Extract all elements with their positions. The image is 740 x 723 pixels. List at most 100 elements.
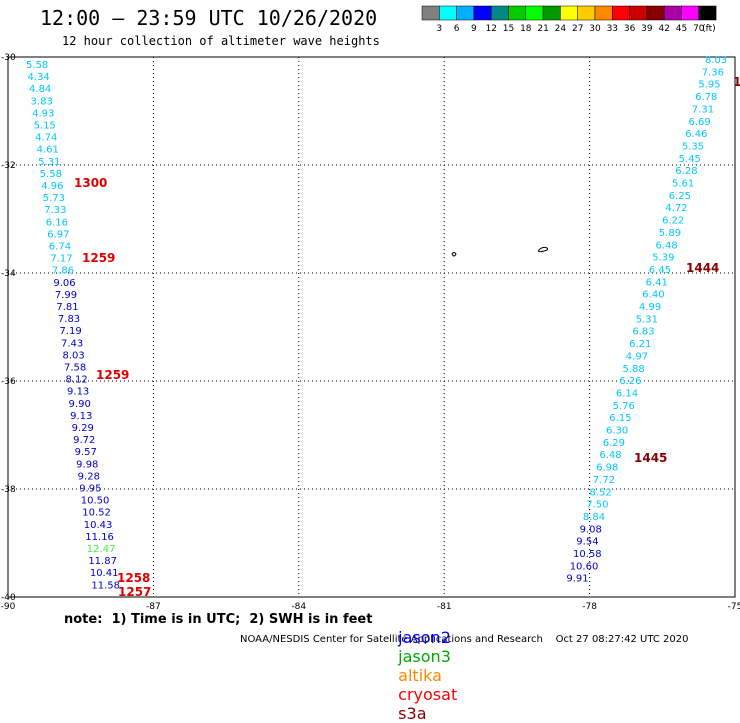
wave-height-point: 6.41 xyxy=(646,277,668,288)
wave-height-point: 7.50 xyxy=(586,500,608,511)
wave-height-point: 5.58 xyxy=(26,60,48,71)
legend-label: 15 xyxy=(503,24,514,34)
legend-swatch xyxy=(525,5,544,21)
wave-height-point: 6.48 xyxy=(599,450,621,461)
credit-line: NOAA/NESDIS Center for Satellite Applica… xyxy=(240,634,689,645)
wave-height-point: 7.72 xyxy=(593,475,615,486)
x-tick-label: -78 xyxy=(582,602,597,612)
wave-height-point: 9.57 xyxy=(75,447,97,458)
legend-swatch xyxy=(594,5,613,21)
wave-height-point: 6.83 xyxy=(632,327,654,338)
wave-height-point: 6.78 xyxy=(695,92,717,103)
wave-height-point: 6.45 xyxy=(649,265,671,276)
wave-height-point: 8.03 xyxy=(705,55,727,66)
wave-height-point: 4.96 xyxy=(41,181,63,192)
legend-swatch xyxy=(421,5,440,21)
x-tick-label: -87 xyxy=(146,602,161,612)
wave-height-point: 10.43 xyxy=(84,520,113,531)
wave-height-point: 5.15 xyxy=(34,121,56,132)
y-tick-label: -40 xyxy=(1,593,16,603)
wave-height-point: 6.22 xyxy=(662,216,684,227)
legend-unit: (ft) xyxy=(702,24,716,34)
wave-height-point: 9.95 xyxy=(79,484,101,495)
wave-height-point: 6.30 xyxy=(606,426,628,437)
legend-label: 42 xyxy=(658,24,669,34)
satellite-s3a: s3a xyxy=(398,704,427,723)
wave-height-point: 6.48 xyxy=(656,240,678,251)
wave-height-point: 8.84 xyxy=(583,512,605,523)
wave-height-point: 9.72 xyxy=(73,435,95,446)
legend-label: 30 xyxy=(589,24,601,34)
legend-swatch xyxy=(681,5,700,21)
wave-height-point: 5.45 xyxy=(679,154,701,165)
wave-height-point: 4.84 xyxy=(29,84,51,95)
wave-height-point: 10.41 xyxy=(90,568,119,579)
plot-frame xyxy=(7,56,736,598)
chart-subtitle: 12 hour collection of altimeter wave hei… xyxy=(62,34,380,48)
page-title: 12:00 – 23:59 UTC 10/26/2020 xyxy=(40,6,378,30)
legend-swatch xyxy=(473,5,492,21)
legend-label: 36 xyxy=(624,24,636,34)
wave-height-point: 5.39 xyxy=(652,253,674,264)
x-tick-label: -75 xyxy=(728,602,740,612)
wave-height-point: 7.43 xyxy=(61,338,83,349)
wave-height-point: 7.99 xyxy=(55,290,77,301)
wave-height-point: 6.40 xyxy=(642,290,664,301)
time-label: 1259 xyxy=(96,368,129,382)
y-tick-label: -36 xyxy=(1,377,16,387)
time-label: 1300 xyxy=(74,176,107,190)
satellite-legend: jason2 jason3 altika cryosat s3a xyxy=(388,609,463,723)
wave-height-point: 5.31 xyxy=(636,314,658,325)
wave-height-point: 5.76 xyxy=(613,401,635,412)
wave-height-point: 8.12 xyxy=(66,375,88,386)
wave-height-point: 5.95 xyxy=(698,80,720,91)
wave-height-point: 6.74 xyxy=(49,242,71,253)
island-outline xyxy=(537,246,549,252)
wave-height-point: 5.88 xyxy=(623,364,645,375)
legend-swatch xyxy=(542,5,561,21)
wave-height-point: 6.29 xyxy=(603,438,625,449)
wave-height-point: 9.28 xyxy=(78,471,100,482)
time-label: 1257 xyxy=(118,585,151,599)
wave-height-point: 5.58 xyxy=(40,169,62,180)
y-tick-label: -38 xyxy=(1,485,16,495)
legend-swatch xyxy=(663,5,682,21)
legend-swatch xyxy=(508,5,527,21)
wave-height-point: 6.69 xyxy=(689,117,711,128)
legend-label: 39 xyxy=(641,24,653,34)
legend-swatch xyxy=(646,5,665,21)
wave-height-point: 9.98 xyxy=(76,459,98,470)
wave-height-point: 6.26 xyxy=(619,376,641,387)
wave-height-point: 7.36 xyxy=(702,67,724,78)
wave-height-point: 9.06 xyxy=(53,278,75,289)
wave-height-point: 6.16 xyxy=(46,217,68,228)
wave-height-point: 3.83 xyxy=(31,96,53,107)
wave-height-point: 4.99 xyxy=(639,302,661,313)
time-label: 1258 xyxy=(117,571,150,585)
legend-swatch xyxy=(629,5,648,21)
legend-swatch xyxy=(698,5,717,21)
wave-height-point: 9.08 xyxy=(580,524,602,535)
wave-height-point: 8.03 xyxy=(62,350,84,361)
satellite-altika: altika xyxy=(398,666,442,685)
wave-height-point: 10.58 xyxy=(573,549,602,560)
legend-label: 12 xyxy=(485,24,496,34)
x-tick-label: -81 xyxy=(437,602,452,612)
legend-swatch xyxy=(490,5,509,21)
wave-height-point: 4.34 xyxy=(28,72,50,83)
wave-height-point: 10.50 xyxy=(81,496,110,507)
wave-height-point: 9.13 xyxy=(67,387,89,398)
wave-height-point: 7.83 xyxy=(58,314,80,325)
legend-swatch xyxy=(612,5,630,21)
wave-height-point: 9.91 xyxy=(566,574,588,585)
wave-height-point: 4.93 xyxy=(32,108,54,119)
wave-height-point: 5.89 xyxy=(659,228,681,239)
wave-height-point: 6.15 xyxy=(609,413,631,424)
time-label: 1445 xyxy=(634,451,667,465)
wave-height-point: 12.47 xyxy=(87,544,116,555)
wave-height-point: 5.73 xyxy=(43,193,65,204)
legend-label: 6 xyxy=(454,24,460,34)
wave-height-point: 6.14 xyxy=(616,388,638,399)
y-tick-label: -32 xyxy=(1,161,16,171)
legend-swatch xyxy=(560,5,578,21)
